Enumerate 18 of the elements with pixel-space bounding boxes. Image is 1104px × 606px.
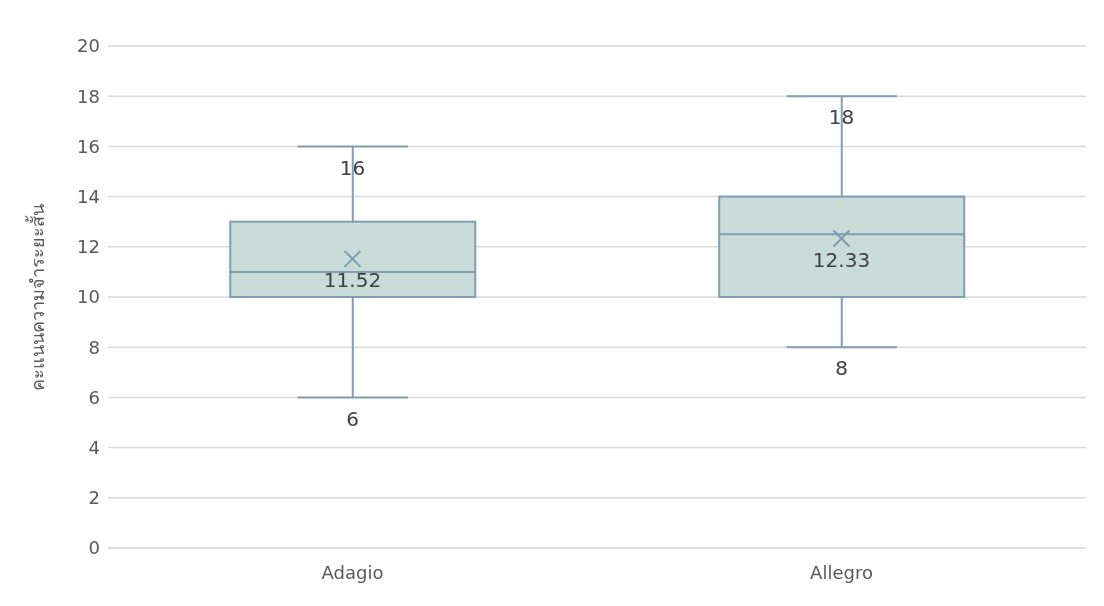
y-tick-label: 2 [88,487,100,509]
y-tick-label: 8 [88,336,100,358]
y-tick-label: 10 [77,286,100,308]
y-tick-label: 20 [77,35,100,57]
y-tick-label: 12 [77,236,100,258]
y-axis-title: คะแนนความจำระยะสั้น [25,203,49,391]
y-tick-label: 0 [88,537,100,559]
y-tick-label: 16 [77,135,100,157]
annotation: 12.33 [812,247,871,272]
y-tick-label: 14 [77,185,100,207]
annotation: 8 [835,356,848,381]
y-tick-label: 18 [77,85,100,107]
x-tick-label: Adagio [321,561,384,583]
y-tick-label: 4 [88,436,100,458]
y-tick-label: 6 [88,386,100,408]
x-tick-label: Allegro [810,561,873,583]
annotation: 6 [346,406,359,431]
annotation: 11.52 [323,268,382,293]
